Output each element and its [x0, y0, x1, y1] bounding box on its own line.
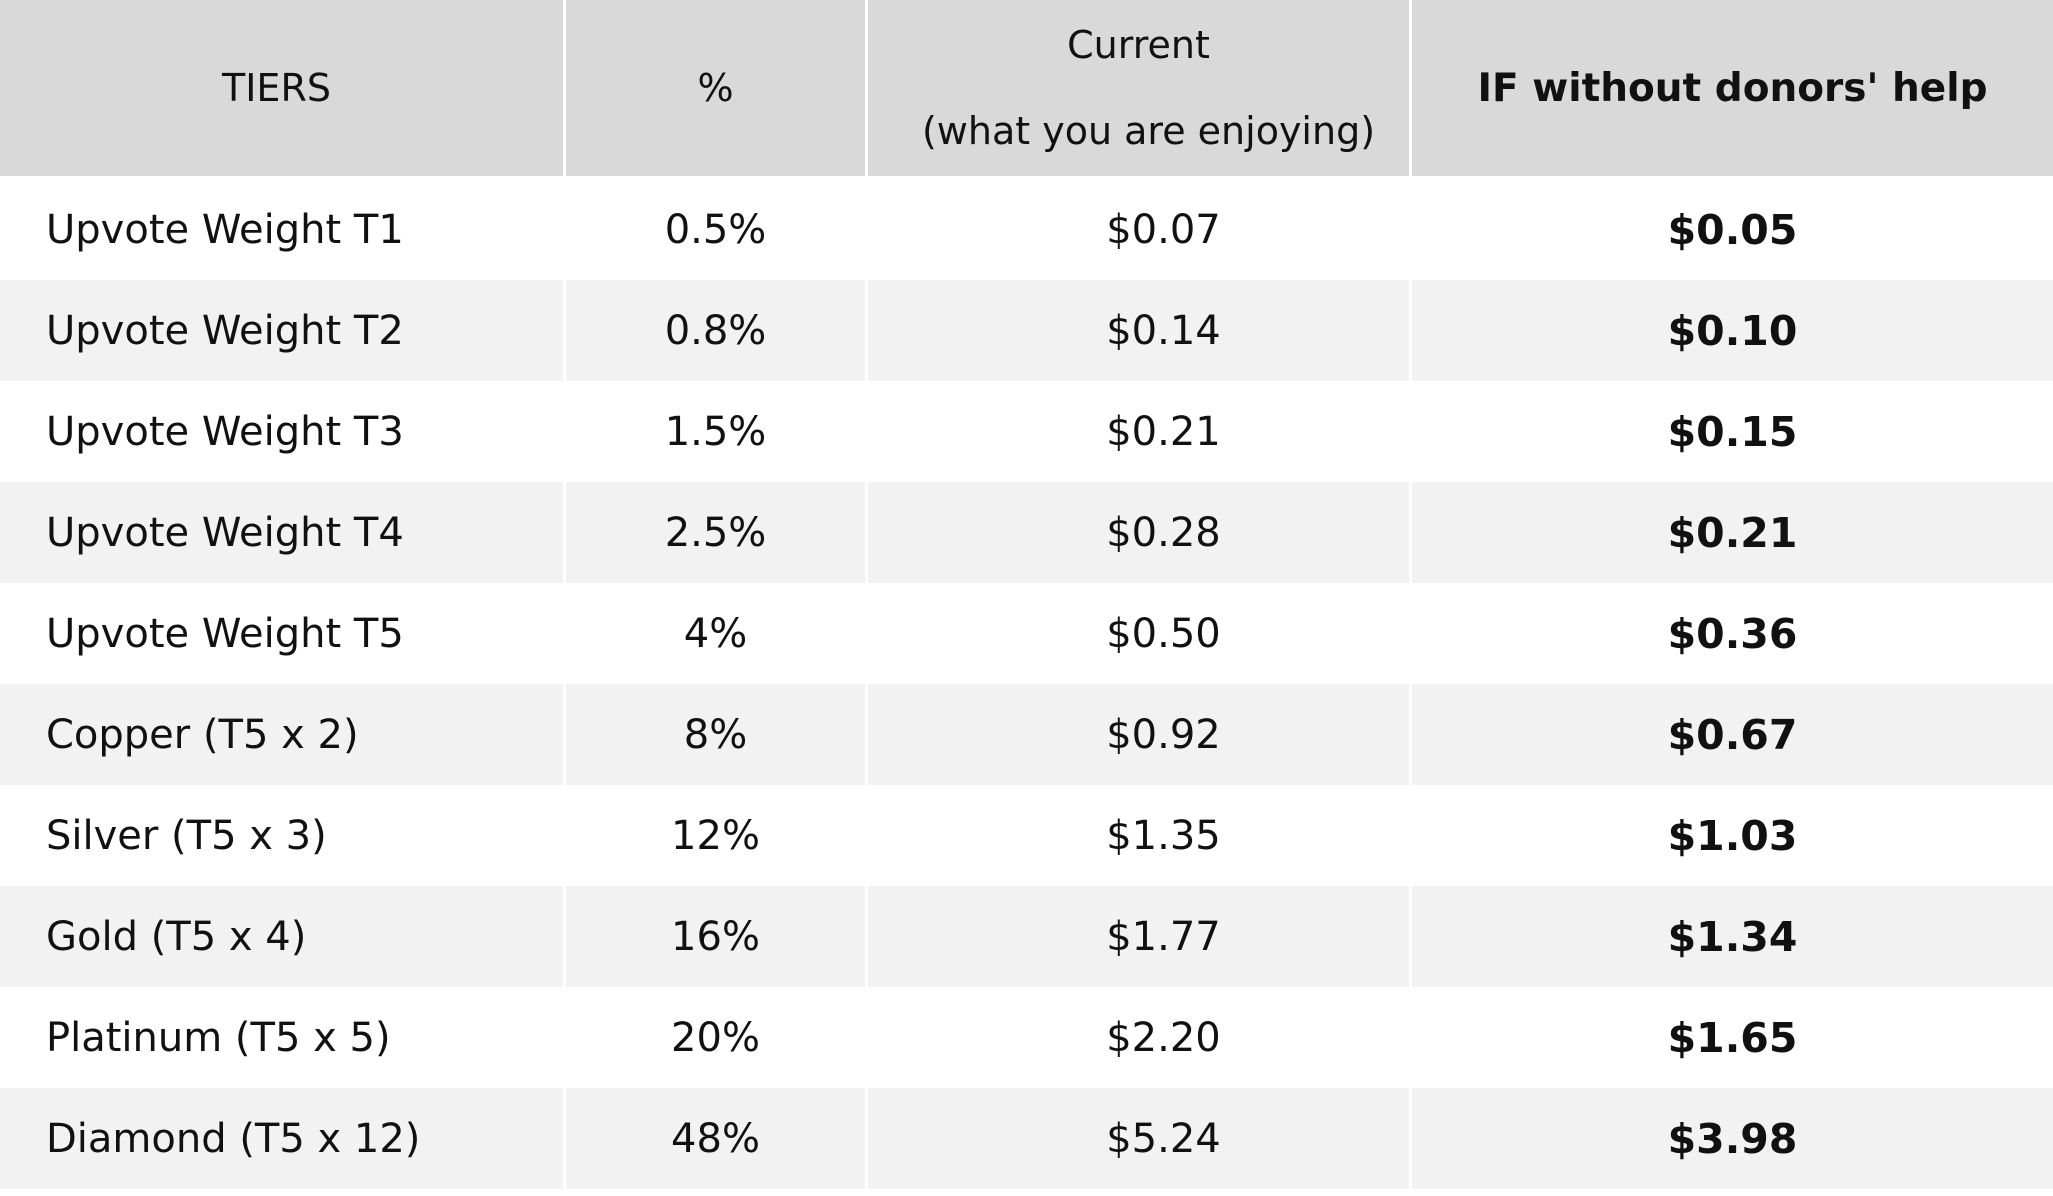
without-donors-cell: $0.10 [1412, 280, 2053, 381]
tier-cell: Diamond (T5 x 12) [0, 1088, 566, 1189]
percent-cell: 1.5% [566, 381, 868, 482]
current-cell: $0.92 [868, 684, 1412, 785]
percent-cell: 2.5% [566, 482, 868, 583]
current-cell: $5.24 [868, 1088, 1412, 1189]
tier-cell: Upvote Weight T2 [0, 280, 566, 381]
percent-cell: 48% [566, 1088, 868, 1189]
current-cell: $0.07 [868, 179, 1412, 280]
tier-cell: Silver (T5 x 3) [0, 785, 566, 886]
table-header: TIERS % Current (what you are enjoying) … [0, 0, 2053, 179]
tier-cell: Upvote Weight T5 [0, 583, 566, 684]
tier-cell: Gold (T5 x 4) [0, 886, 566, 987]
without-donors-cell: $0.36 [1412, 583, 2053, 684]
without-donors-cell: $0.05 [1412, 179, 2053, 280]
header-row: TIERS % Current (what you are enjoying) … [0, 0, 2053, 179]
tier-cell: Upvote Weight T4 [0, 482, 566, 583]
table-row: Platinum (T5 x 5) 20% $2.20 $1.65 [0, 987, 2053, 1088]
current-cell: $0.21 [868, 381, 1412, 482]
tier-cell: Upvote Weight T1 [0, 179, 566, 280]
current-cell: $0.14 [868, 280, 1412, 381]
current-cell: $0.28 [868, 482, 1412, 583]
percent-cell: 0.5% [566, 179, 868, 280]
tier-cell: Copper (T5 x 2) [0, 684, 566, 785]
header-tiers: TIERS [0, 0, 566, 179]
table-row: Copper (T5 x 2) 8% $0.92 $0.67 [0, 684, 2053, 785]
table-body: Upvote Weight T1 0.5% $0.07 $0.05 Upvote Wei… [0, 179, 2053, 1189]
table-row: Upvote Weight T3 1.5% $0.21 $0.15 [0, 381, 2053, 482]
percent-cell: 4% [566, 583, 868, 684]
header-current-subtitle: (what you are enjoying) [921, 109, 1376, 153]
percent-cell: 8% [566, 684, 868, 785]
percent-cell: 12% [566, 785, 868, 886]
tier-cell: Upvote Weight T3 [0, 381, 566, 482]
table-row: Upvote Weight T5 4% $0.50 $0.36 [0, 583, 2053, 684]
percent-cell: 0.8% [566, 280, 868, 381]
without-donors-cell: $1.34 [1412, 886, 2053, 987]
table-row: Silver (T5 x 3) 12% $1.35 $1.03 [0, 785, 2053, 886]
current-cell: $2.20 [868, 987, 1412, 1088]
tier-cell: Platinum (T5 x 5) [0, 987, 566, 1088]
header-current: Current (what you are enjoying) [868, 0, 1412, 179]
percent-cell: 16% [566, 886, 868, 987]
header-without-donors: IF without donors' help [1412, 0, 2053, 179]
current-cell: $1.35 [868, 785, 1412, 886]
table-row: Gold (T5 x 4) 16% $1.77 $1.34 [0, 886, 2053, 987]
table-row: Diamond (T5 x 12) 48% $5.24 $3.98 [0, 1088, 2053, 1189]
table-row: Upvote Weight T4 2.5% $0.28 $0.21 [0, 482, 2053, 583]
header-current-title: Current [1067, 23, 1210, 67]
without-donors-cell: $1.65 [1412, 987, 2053, 1088]
current-cell: $1.77 [868, 886, 1412, 987]
table-row: Upvote Weight T1 0.5% $0.07 $0.05 [0, 179, 2053, 280]
without-donors-cell: $0.67 [1412, 684, 2053, 785]
without-donors-cell: $1.03 [1412, 785, 2053, 886]
current-cell: $0.50 [868, 583, 1412, 684]
header-percent: % [566, 0, 868, 179]
table-row: Upvote Weight T2 0.8% $0.14 $0.10 [0, 280, 2053, 381]
without-donors-cell: $0.15 [1412, 381, 2053, 482]
without-donors-cell: $0.21 [1412, 482, 2053, 583]
without-donors-cell: $3.98 [1412, 1088, 2053, 1189]
percent-cell: 20% [566, 987, 868, 1088]
